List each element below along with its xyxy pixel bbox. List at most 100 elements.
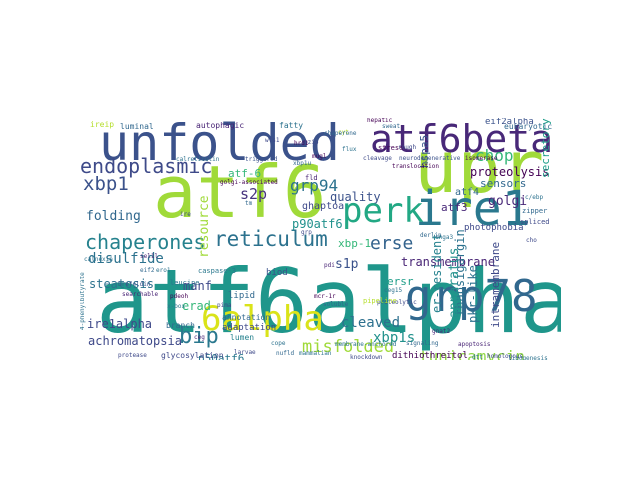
word-cyt: cyt — [338, 129, 349, 136]
word-s1p: s1p — [335, 257, 359, 272]
word-caspase-3: caspase-3 — [198, 267, 236, 275]
word-pima: pima — [217, 302, 232, 309]
word-cope: cope — [271, 340, 286, 347]
word-chaperone: chaperone — [324, 130, 357, 137]
word-grp: grp — [301, 229, 312, 236]
word-rough: rough — [398, 144, 417, 151]
word-c-ebp: c/ebp — [525, 194, 544, 201]
word-larvae: larvae — [234, 349, 256, 356]
word-cleavage: cleavage — [363, 155, 392, 162]
word-atf6alpha: atf6alpha — [96, 250, 561, 353]
word-atf6: atf6 — [153, 150, 327, 234]
word-sweat: sweat — [382, 123, 401, 130]
word-leucine: leucine — [170, 279, 200, 287]
word-derlin: derlin — [420, 232, 442, 239]
word-ire: ire — [180, 211, 191, 218]
word-endoplasmic: endoplasmic — [80, 154, 213, 178]
word-hrd1: hrd1 — [294, 140, 309, 147]
word-pdi: pdi — [324, 262, 335, 269]
word-upr: upr — [414, 125, 545, 209]
word-ero1: ero1 — [156, 267, 171, 274]
word-fatty: fatty — [279, 121, 304, 130]
word-dithiothreitol: dithiothreitol — [392, 351, 468, 361]
word-misfolded: misfolded — [302, 337, 395, 357]
word-lumen: lumen — [230, 333, 255, 342]
word-golgi: golgi — [488, 194, 528, 209]
word-grp78: grp78 — [405, 271, 538, 322]
word-golgi-associated: golgi-associated — [220, 179, 278, 186]
word-grp94: grp94 — [290, 176, 339, 195]
word-apparatus: apparatus — [447, 247, 462, 318]
word-adaptation: adaptation — [222, 323, 277, 333]
word-glycosylation: glycosylation — [161, 351, 224, 360]
word-proteolysis: proteolysis — [470, 165, 550, 179]
word-annotation: annotation — [222, 313, 271, 322]
word-sel1l: sel1l — [140, 253, 159, 260]
word-dtt: dtt — [472, 354, 483, 361]
word-brefeldin: brefeldin — [118, 281, 151, 288]
word-knockdown: knockdown — [350, 354, 383, 361]
word-atf6beta: atf6beta — [370, 118, 554, 161]
word-signaling: signaling — [406, 340, 439, 347]
word-wfs1: wfs1 — [265, 137, 280, 144]
word-isomerase: isomerase — [465, 155, 498, 162]
word-searchable: searchable — [122, 291, 159, 298]
word-ireip: ireip — [90, 120, 115, 129]
word-lipogenesis: lipogenesis — [508, 355, 548, 361]
word-er-resident: er-resident — [430, 233, 444, 313]
word-disulfide: disulfide — [88, 251, 164, 267]
word-chaperones: chaperones — [85, 230, 206, 254]
word-gnat2: gnat2 — [432, 328, 451, 335]
word-eif2alpha: eif2alpha — [485, 118, 534, 127]
word-biod: biod — [266, 268, 288, 278]
word-autophagic: autophagic — [196, 121, 245, 130]
word-eukaryotic: eukaryotic — [504, 122, 553, 131]
word-proteolytic: proteolytic — [377, 299, 417, 306]
word-tunicamycin: tunicamycin — [419, 347, 525, 361]
word-sensors: sensors — [480, 177, 527, 190]
word-zipper: zipper — [522, 207, 548, 215]
word-mugl: mugl — [312, 153, 327, 160]
word-p90atf6: p90atf6 — [292, 217, 343, 231]
word-triggered: triggered — [245, 156, 278, 163]
word-unfolded: unfolded — [99, 118, 340, 172]
word-achromatopsia: achromatopsia — [88, 334, 182, 348]
word-homologous: homologous — [487, 353, 524, 360]
word-x-box: x-box — [167, 303, 186, 310]
word-transmembrane: transmembrane — [401, 255, 495, 269]
word-intramembrane: intramembrane — [489, 241, 502, 328]
word-ire1: ire1 — [415, 181, 531, 237]
word-stress: stress — [378, 144, 404, 152]
word-eif2: eif2 — [140, 267, 155, 274]
word-translocation: translocation — [392, 163, 439, 170]
word-branch: branch — [166, 321, 195, 330]
word-nufld: nufld — [276, 350, 295, 357]
word-pkr-like: pkr-like — [466, 265, 480, 323]
word-calnexin: calnexin — [84, 256, 113, 263]
word-resource: resource — [197, 195, 212, 258]
word-folding: folding — [86, 209, 141, 224]
word-flux: flux — [342, 146, 357, 153]
word-lipid: lipid — [228, 291, 256, 301]
word-atf4: atf4 — [455, 187, 480, 198]
word-erse: erse — [370, 233, 414, 254]
word-apoptosis: apoptosis — [458, 341, 491, 348]
word-cho: cho — [526, 237, 537, 244]
word-xbp1u: xbp1u — [293, 160, 312, 167]
word-perk: perk — [342, 191, 424, 231]
word-pipeline: pipeline — [363, 297, 397, 305]
word-tm: tm — [245, 200, 253, 207]
word-manf: manf — [183, 279, 212, 293]
word-mammalian: mammalian — [299, 350, 332, 357]
word-bip: bip — [179, 324, 219, 349]
word-ersr: ersr — [387, 275, 414, 288]
word-protease: protease — [118, 352, 147, 359]
word-atf-6: atf-6 — [228, 167, 262, 180]
word-quality: quality — [330, 190, 381, 204]
word-spliced: spliced — [520, 218, 550, 226]
word-membrane-anchored: membrane-anchored — [335, 341, 397, 348]
word-hepatic: hepatic — [367, 118, 393, 124]
word-reticulum: reticulum — [214, 227, 328, 251]
word-bzip: bzip — [304, 139, 319, 146]
word-calreticulin: calreticulin — [176, 156, 220, 163]
